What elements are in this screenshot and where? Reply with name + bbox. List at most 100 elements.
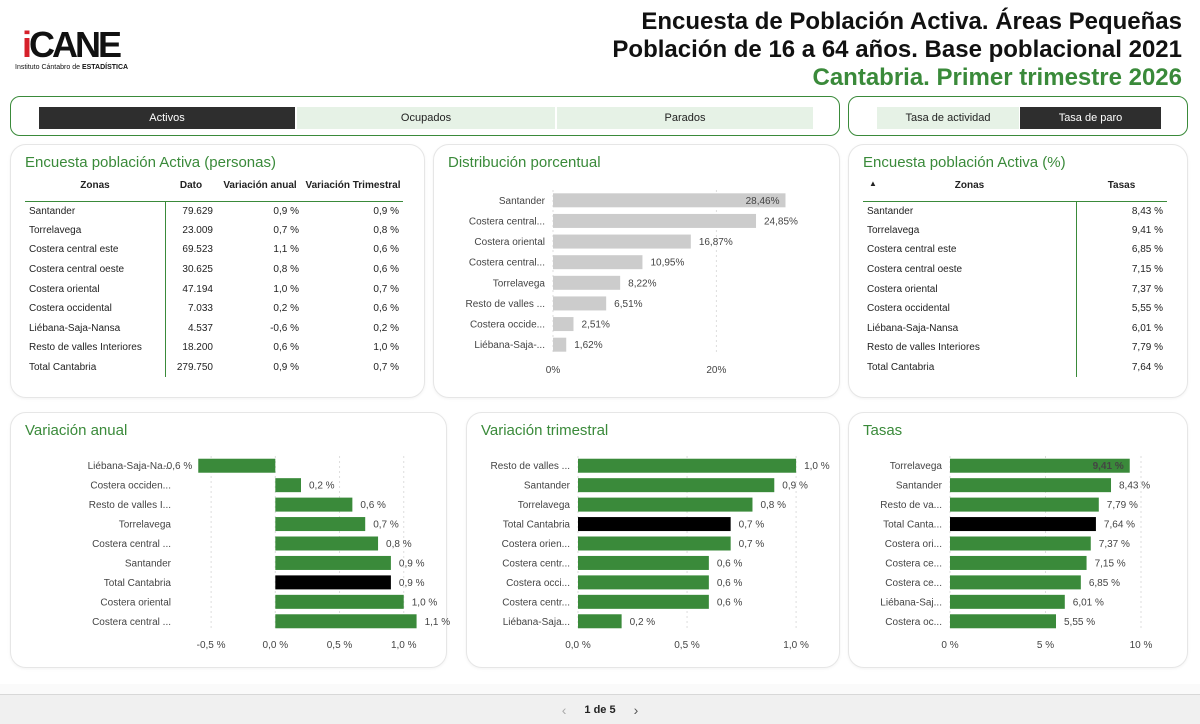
tab-ocupados[interactable]: Ocupados: [297, 107, 555, 129]
table-row[interactable]: Costera oriental 47.194 1,0 % 0,7 %: [25, 279, 403, 299]
value-label: 0,6 %: [717, 597, 743, 608]
tab-tasa-paro[interactable]: Tasa de paro: [1020, 107, 1161, 129]
bar[interactable]: [553, 213, 757, 228]
tick-label: 0,0 %: [263, 640, 289, 651]
distribucion-chart: 0% 20% Santander 28,46% Costera central... 24…: [434, 145, 841, 404]
bar[interactable]: [578, 536, 731, 551]
bar[interactable]: [553, 234, 691, 249]
sort-ascending-icon[interactable]: ▲: [869, 179, 877, 188]
chevron-right-icon[interactable]: ›: [633, 701, 639, 718]
table-row[interactable]: Costera occidental 5,55 %: [863, 298, 1167, 319]
col-header-zonas[interactable]: ▲ Zonas: [863, 171, 1076, 202]
bar[interactable]: [275, 478, 301, 493]
table-row[interactable]: Costera oriental 7,37 %: [863, 279, 1167, 299]
bar[interactable]: [578, 594, 709, 609]
bar[interactable]: [578, 478, 775, 493]
category-label: Total Cantabria: [104, 578, 172, 589]
bar[interactable]: [198, 458, 276, 473]
bar[interactable]: [553, 255, 643, 270]
card-personas-table: Encuesta población Activa (personas) Zon…: [10, 144, 425, 398]
bar[interactable]: [553, 193, 786, 208]
table-row[interactable]: Costera central este 6,85 %: [863, 240, 1167, 260]
value-cell: 0,7 %: [373, 362, 399, 374]
tick-label: 0,5 %: [327, 640, 353, 651]
logo-subtitle: Instituto Cántabro de ESTADÍSTICA: [15, 64, 129, 71]
table-row[interactable]: Santander 8,43 %: [863, 201, 1167, 221]
bar[interactable]: [578, 614, 622, 629]
table-row[interactable]: Costera occidental 7.033 0,2 % 0,6 %: [25, 298, 403, 319]
chart-svg: 0 % 5 % 10 % Torrelavega 9,41 % Santander 8,43…: [880, 456, 1153, 651]
chevron-left-icon[interactable]: ‹: [561, 701, 567, 718]
col-header-dato[interactable]: Dato: [165, 171, 217, 202]
zone-cell: Santander: [25, 201, 166, 221]
bar[interactable]: [275, 594, 404, 609]
col-header-tasas[interactable]: Tasas: [1076, 171, 1167, 202]
bar[interactable]: [950, 478, 1112, 493]
bar[interactable]: [950, 536, 1091, 551]
col-header-variacion-anual[interactable]: Variación anual: [217, 171, 303, 202]
value-cell: 0,6 %: [373, 303, 399, 315]
tab-parados[interactable]: Parados: [557, 107, 813, 129]
table-row[interactable]: Total Cantabria 7,64 %: [863, 357, 1167, 378]
bar[interactable]: [275, 536, 379, 551]
col-header-zonas[interactable]: Zonas: [25, 171, 165, 202]
bar[interactable]: [950, 497, 1099, 512]
bar[interactable]: [578, 555, 709, 570]
table-row[interactable]: Costera central este 69.523 1,1 % 0,6 %: [25, 240, 403, 260]
bar[interactable]: [950, 555, 1087, 570]
bar[interactable]: [578, 517, 731, 532]
table-row[interactable]: Liébana-Saja-Nansa 4.537 -0,6 % 0,2 %: [25, 318, 403, 339]
tab-activos[interactable]: Activos: [39, 107, 295, 129]
table-row[interactable]: Torrelavega 9,41 %: [863, 220, 1167, 241]
category-label: Costera oriental: [474, 237, 545, 248]
title-line-3: Cantabria. Primer trimestre 2026: [812, 64, 1182, 91]
bar[interactable]: [578, 575, 709, 590]
table-row[interactable]: Costera central oeste 7,15 %: [863, 259, 1167, 280]
card-variacion-anual: Variación anual -0,5 % 0,0 % 0,5 % 1,0 % Lié…: [10, 412, 450, 668]
bar[interactable]: [553, 296, 607, 311]
table-row[interactable]: Liébana-Saja-Nansa 6,01 %: [863, 318, 1167, 339]
table-row[interactable]: Torrelavega 23.009 0,7 % 0,8 %: [25, 220, 403, 241]
value-cell: 279.750: [176, 362, 213, 374]
bar[interactable]: [275, 555, 391, 570]
bar[interactable]: [553, 317, 574, 332]
table-row[interactable]: Resto de valles Interiores 7,79 %: [863, 338, 1167, 358]
bar[interactable]: [275, 614, 417, 629]
value-label: 6,85 %: [1089, 578, 1120, 589]
bar[interactable]: [950, 517, 1096, 532]
value-label: 0,9 %: [399, 558, 425, 569]
value-cell: 4.537: [187, 322, 213, 334]
value-label: 0,2 %: [630, 617, 656, 628]
bar[interactable]: [275, 575, 391, 590]
zone-cell: Costera occidental: [863, 298, 1077, 319]
col-header-variacion-trimestral[interactable]: Variación Trimestral: [303, 171, 403, 202]
table-row[interactable]: Total Cantabria 279.750 0,9 % 0,7 %: [25, 357, 403, 378]
bar[interactable]: [578, 458, 797, 473]
bar[interactable]: [275, 517, 366, 532]
bar[interactable]: [578, 497, 753, 512]
bar[interactable]: [553, 275, 621, 290]
bar[interactable]: [950, 594, 1065, 609]
category-label: Santander: [524, 481, 571, 492]
tab-tasa-actividad[interactable]: Tasa de actividad: [877, 107, 1019, 129]
pct-table: ▲ Zonas Tasas Santander 8,43 % Torrelavega…: [863, 171, 1167, 378]
table-header-row: ▲ Zonas Tasas: [863, 171, 1167, 202]
category-label: Resto de valles ...: [466, 299, 545, 310]
bar[interactable]: [950, 575, 1081, 590]
tick-label: 1,0 %: [391, 640, 417, 651]
category-label: Total Cantabria: [503, 520, 571, 531]
zone-cell: Costera central oeste: [25, 259, 166, 280]
value-cell: 5,55 %: [1131, 303, 1163, 315]
pct-table-body: Santander 8,43 % Torrelavega 9,41 % Costera …: [863, 201, 1167, 378]
table-row[interactable]: Resto de valles Interiores 18.200 0,6 % 1,0…: [25, 338, 403, 358]
category-label: Costera occide...: [470, 320, 545, 331]
bar[interactable]: [275, 497, 353, 512]
table-row[interactable]: Santander 79.629 0,9 % 0,9 %: [25, 201, 403, 221]
icane-logo: iCANE Instituto Cántabro de ESTADÍSTICA: [12, 18, 142, 78]
bar[interactable]: [950, 458, 1130, 473]
horizontal-scrollbar[interactable]: [0, 684, 1200, 694]
bar[interactable]: [950, 614, 1057, 629]
bar[interactable]: [553, 337, 567, 352]
zone-cell: Costera oriental: [25, 279, 166, 299]
table-row[interactable]: Costera central oeste 30.625 0,8 % 0,6 %: [25, 259, 403, 280]
